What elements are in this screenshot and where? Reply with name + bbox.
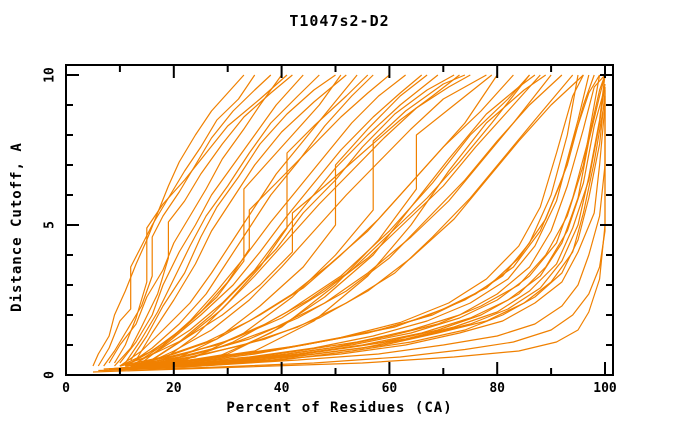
model-curve xyxy=(152,74,493,367)
model-curve xyxy=(119,74,460,367)
y-tick-label: 10 xyxy=(42,67,58,83)
model-curve xyxy=(119,92,606,370)
model-curve xyxy=(113,74,288,364)
model-curve xyxy=(125,74,530,367)
x-tick-label: 100 xyxy=(593,381,617,396)
model-curve xyxy=(136,74,536,367)
model-curve xyxy=(124,74,320,364)
x-axis-label: Percent of Residues (CA) xyxy=(226,400,453,416)
x-tick-label: 20 xyxy=(165,381,182,396)
model-curve xyxy=(125,74,369,367)
model-curve xyxy=(136,74,574,367)
plot-title: T1047s2-D2 xyxy=(289,12,390,30)
x-tick-label: 40 xyxy=(273,381,290,396)
y-tick-label: 5 xyxy=(42,221,58,229)
model-curve xyxy=(119,74,342,367)
model-curve xyxy=(141,74,466,367)
model-curve xyxy=(109,104,606,370)
model-curve xyxy=(130,74,439,367)
model-curve xyxy=(103,74,272,367)
x-tick-label: 60 xyxy=(381,381,398,396)
axis-box xyxy=(65,64,614,376)
model-curve xyxy=(130,74,514,367)
x-tick-label: 0 xyxy=(62,381,70,396)
model-curve xyxy=(141,74,487,367)
model-curve xyxy=(135,74,541,367)
model-curve xyxy=(141,74,563,367)
model-curve xyxy=(130,74,336,361)
model-curve xyxy=(109,74,579,370)
model-curve xyxy=(119,74,304,364)
y-tick-label: 0 xyxy=(42,371,58,379)
model-curve xyxy=(119,74,606,370)
model-curve xyxy=(114,74,293,367)
model-curve xyxy=(119,74,358,367)
model-curve xyxy=(114,83,606,370)
model-curve xyxy=(135,74,347,361)
x-tick-label: 80 xyxy=(489,381,506,396)
model-curve xyxy=(98,87,606,372)
model-curve xyxy=(162,74,547,366)
model-curve xyxy=(92,74,245,367)
model-curve xyxy=(151,74,471,361)
model-curve xyxy=(109,74,601,370)
model-curve xyxy=(92,96,606,373)
model-curve xyxy=(146,74,455,364)
model-curve xyxy=(108,74,283,364)
model-curve xyxy=(97,74,256,367)
model-curve xyxy=(119,74,595,370)
model-curve xyxy=(125,74,584,369)
model-curve xyxy=(125,74,606,370)
model-curve xyxy=(136,98,606,370)
model-curve xyxy=(130,74,428,367)
model-curve xyxy=(103,90,606,372)
